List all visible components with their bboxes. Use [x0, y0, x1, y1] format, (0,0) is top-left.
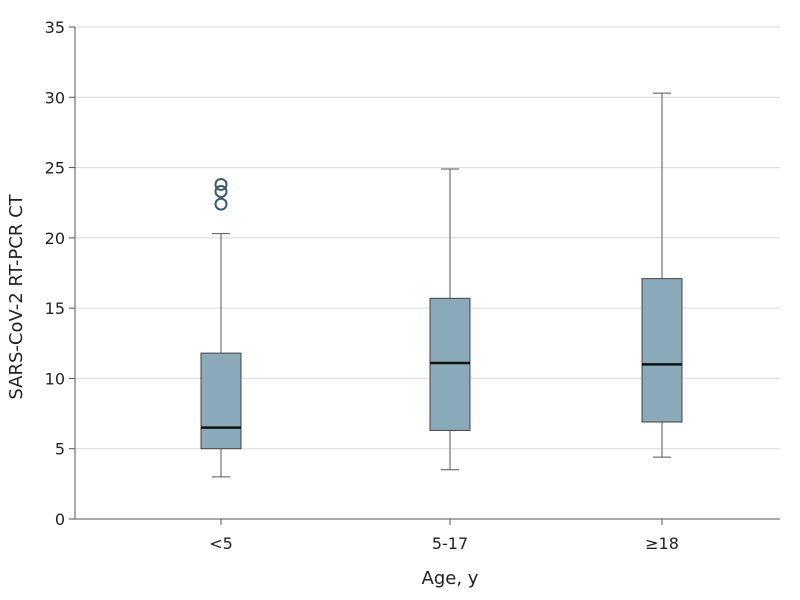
outlier-point: [214, 184, 228, 198]
y-tick-label: 5: [55, 440, 65, 459]
iqr-box: [429, 297, 471, 431]
outlier-point: [214, 177, 228, 191]
box-group: [200, 177, 242, 478]
y-axis-label: SARS-CoV-2 RT-PCR CT: [6, 193, 27, 399]
box-group: [429, 168, 471, 471]
box-group: [641, 92, 683, 458]
x-axis-label: Age, y: [422, 568, 479, 589]
iqr-box: [641, 278, 683, 423]
y-axis: 0 5 10 15 20 25 30 35: [45, 18, 76, 529]
y-tick-label: 0: [55, 510, 65, 529]
x-tick-label: ≥18: [645, 534, 679, 553]
x-tick-label: <5: [209, 534, 233, 553]
x-tick-label: 5-17: [432, 534, 468, 553]
y-tick-label: 25: [45, 159, 65, 178]
boxes: [200, 92, 683, 478]
y-tick-label: 30: [45, 88, 65, 107]
outlier-point: [214, 197, 228, 211]
x-axis: <5 5-17 ≥18: [75, 518, 780, 553]
iqr-box: [200, 352, 242, 450]
y-tick-label: 35: [45, 18, 65, 37]
y-tick-label: 15: [45, 299, 65, 318]
y-tick-label: 10: [45, 369, 65, 388]
y-tick-label: 20: [45, 229, 65, 248]
grid-lines: [75, 26, 780, 450]
